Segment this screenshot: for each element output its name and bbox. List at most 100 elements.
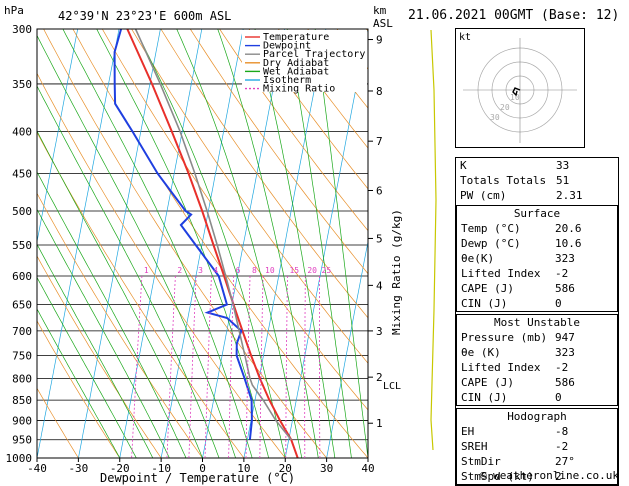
indices-rows: K 33 Totals Totals 51 PW (cm) 2.31: [456, 158, 618, 203]
most-unstable-section: Most Unstable Pressure (mb) 947 θe (K) 323 L…: [456, 314, 618, 406]
hodograph-row: EH -8: [457, 424, 617, 439]
surface-row: CAPE (J) 586: [457, 281, 617, 296]
wet-adiabat--16: [37, 276, 137, 458]
dry-adiabat-50: [101, 29, 368, 411]
mixing-ratio-lines: 1 2 3 4 6 8 10 15 20 25: [131, 266, 332, 458]
x-tick-label--10: -10: [151, 462, 171, 475]
surface-value: -2: [555, 267, 569, 280]
dry-adiabat--20: [37, 320, 121, 458]
pressure-tick-450: 450: [12, 167, 32, 180]
dry-adiabat-110: [278, 29, 368, 149]
hodograph-row: StmDir 27°: [457, 454, 617, 469]
hodograph-value: 27°: [555, 455, 575, 468]
surface-label: Temp (°C): [461, 222, 521, 235]
dry-adiabat-90: [219, 29, 368, 232]
wet-adiabat-0: [37, 130, 203, 458]
mixing-ratio-label-25: 25: [322, 266, 332, 275]
pressure-tick-350: 350: [12, 78, 32, 91]
hodograph-title: Hodograph: [507, 410, 567, 423]
wet-adiabat--8: [37, 208, 170, 458]
wind-profile: [430, 29, 437, 451]
km-tick-label-6: 6: [376, 184, 383, 197]
most-unstable-row: θe (K) 323: [457, 345, 617, 360]
pressure-tick-650: 650: [12, 299, 32, 312]
most-unstable-label: θe (K): [461, 346, 501, 359]
legend-label-1: Dewpoint: [263, 41, 311, 52]
legend-label-6: Mixing Ratio: [263, 84, 335, 95]
wet-adiabat-8: [37, 34, 236, 458]
isotherm--10: [160, 29, 244, 458]
wet-adiabat-20: [134, 29, 286, 458]
dry-adiabat-100: [248, 29, 368, 190]
legend-label-0: Temperature: [263, 32, 329, 43]
hodograph-rows: EH -8 SREH -2 StmDir 27° StmSpd (kt) 2: [457, 424, 617, 484]
mixing-ratio-label-10: 10: [265, 266, 275, 275]
surface-label: CAPE (J): [461, 282, 514, 295]
hodograph-section: Hodograph EH -8 SREH -2 StmDir 27° StmSpd (kt)…: [456, 408, 618, 485]
hodograph-value: 2: [555, 470, 562, 483]
dry-adiabat-0: [37, 192, 203, 458]
dry-adiabat--30: [37, 387, 79, 458]
indices-panel: K 33 Totals Totals 51 PW (cm) 2.31 Surface Te…: [455, 157, 619, 486]
pressure-tick-500: 500: [12, 205, 32, 218]
isotherm--20: [119, 29, 203, 458]
surface-row: θe(K) 323: [457, 251, 617, 266]
x-tick-label--30: -30: [68, 462, 88, 475]
surface-title: Surface: [513, 207, 561, 220]
most-unstable-value: 586: [555, 376, 575, 389]
index-label: PW (cm): [460, 189, 507, 202]
hodograph-label: StmSpd (kt): [461, 470, 534, 483]
mixing-ratio-10: [259, 275, 264, 458]
dry-adiabat-70: [160, 29, 368, 319]
hodograph-label: EH: [461, 425, 475, 438]
mixing-ratio-label-6: 6: [236, 266, 241, 275]
pressure-tick-950: 950: [12, 434, 32, 447]
surface-value: 20.6: [555, 222, 582, 235]
index-value: 51: [556, 174, 570, 187]
surface-row: Lifted Index -2: [457, 266, 617, 281]
surface-section: Surface Temp (°C) 20.6 Dewp (°C) 10.6 θe(K) 3…: [456, 205, 618, 312]
wet-adiabat-40: [314, 29, 368, 458]
hodograph-label: SREH: [461, 440, 488, 453]
pressure-tick-900: 900: [12, 414, 32, 427]
isotherm--40: [37, 29, 120, 458]
surface-value: 586: [555, 282, 575, 295]
hodograph-value: -8: [555, 425, 569, 438]
mixing-ratio-8: [245, 275, 251, 458]
pressure-tick-400: 400: [12, 126, 32, 139]
mixing-ratio-label-4: 4: [213, 266, 218, 275]
most-unstable-label: CAPE (J): [461, 376, 514, 389]
km-tick-label-8: 8: [376, 85, 383, 98]
pressure-tick-850: 850: [12, 394, 32, 407]
km-tick-label-3: 3: [376, 325, 383, 338]
pressure-unit-label: hPa: [4, 4, 24, 17]
mixing-ratio-15: [285, 275, 288, 458]
surface-value: 10.6: [555, 237, 582, 250]
isotherm-0: [202, 29, 285, 458]
mixing-ratio-20: [304, 276, 306, 458]
hodograph-ring-label-10: 10: [510, 93, 520, 102]
legend-label-4: Wet Adiabat: [263, 66, 329, 77]
x-tick-label--40: -40: [27, 462, 47, 475]
x-axis-title: Dewpoint / Temperature (°C): [100, 471, 295, 485]
legend-label-5: Isotherm: [263, 75, 311, 86]
mixing-ratio-label-2: 2: [177, 266, 182, 275]
x-tick-label--20: -20: [110, 462, 130, 475]
mixing-ratio-4: [204, 275, 212, 458]
pressure-tick-750: 750: [12, 349, 32, 362]
surface-value: 0: [555, 297, 562, 310]
pressure-tick-300: 300: [12, 23, 32, 36]
most-unstable-row: CIN (J) 0: [457, 390, 617, 405]
hodograph-ring-label-20: 20: [500, 103, 510, 112]
hodograph-row: StmSpd (kt) 2: [457, 469, 617, 484]
x-tick-label-30: 30: [320, 462, 333, 475]
hodograph-row: SREH -2: [457, 439, 617, 454]
wet-adiabat-28: [217, 29, 319, 458]
index-label: K: [460, 159, 467, 172]
wet-adiabat--12: [37, 243, 154, 458]
hodograph-unit: kt: [459, 32, 471, 43]
height-ref-label: ASL: [373, 17, 393, 30]
legend-label-2: Parcel Trajectory: [263, 49, 365, 60]
